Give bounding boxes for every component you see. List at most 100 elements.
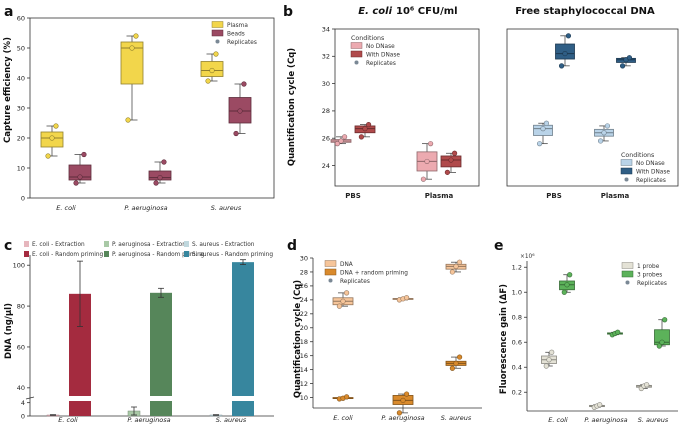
panel-e-legend-label: 1 probe [637, 264, 660, 270]
panel-d-dna-random-priming-replicate-point [400, 397, 406, 403]
panel-c-legend-label: S. aureus - Extraction [192, 242, 255, 248]
panel-d-ytick-label: 14 [300, 366, 308, 374]
panel-e-3-probes-replicate-point [615, 329, 621, 335]
panel-a-plasma-replicate-point [49, 135, 55, 141]
panel-a-plasma-box [120, 41, 144, 85]
panel-e-ytick-label: 0.4 [512, 364, 522, 372]
panel-d-ytick-label: 10 [300, 394, 308, 402]
panel-d-ytick-label: 26 [300, 282, 308, 290]
panel-a-legend-label: Beads [227, 31, 245, 37]
panel-c-bar-random-priming-upper [150, 292, 172, 396]
panel-b1-ytick-label: 32 [322, 53, 330, 61]
panel-a-ytick-label: 40 [17, 74, 25, 82]
panel-c-ytick-label: 4 [21, 399, 25, 407]
panel-c-xtick-label: S. aureus [216, 416, 247, 424]
panel-b2-with-dnase-replicate-point [626, 55, 633, 61]
panel-b2-with-dnase-replicate-point [562, 50, 568, 57]
panel-b1-no-dnase-replicate-point [334, 141, 341, 147]
panel-e-ytick-label: 0.2 [512, 389, 522, 397]
panel-a-legend-label: Replicates [227, 40, 257, 46]
panel-b1-legend-swatch [350, 50, 363, 58]
panel-a-beads-replicate-point [233, 130, 239, 137]
panel-b2-plot-frame [506, 28, 679, 187]
panel-e-legend-marker [625, 280, 630, 285]
panel-d-ytick-label: 16 [300, 352, 308, 360]
panel-e-xtick-label: S. aureus [638, 416, 669, 424]
panel-a-beads-box [68, 164, 92, 181]
panel-d-xtick-label: E. coli [333, 414, 353, 422]
panel-e-xtick-label: E. coli [548, 416, 568, 424]
panel-c-legend-swatch [104, 241, 109, 247]
panel-e-legend-label: Replicates [637, 281, 667, 287]
panel-e-1-probe-replicate-point [597, 402, 603, 408]
panel-c-xtick-label: P. aeruginosa [127, 416, 170, 424]
panel-b2-legend-label: Replicates [636, 178, 666, 184]
panel-b1-legend-marker [354, 60, 359, 65]
panel-b1-with-dnase-replicate-point [452, 150, 458, 156]
panel-a-plasma-replicate-point [129, 45, 135, 51]
panel-e-xtick-label: P. aeruginosa [584, 416, 627, 424]
panel-e-ylabel: Fluorescence gain (ΔF) [499, 284, 509, 394]
panel-d-dna-random-priming-replicate-point [344, 394, 350, 400]
panel-d-ylabel: Quantification cycle (Cq) [293, 280, 303, 398]
panel-d-xtick-label: S. aureus [441, 414, 472, 422]
panel-d-ytick-label: 30 [300, 254, 308, 262]
panel-c-bar-break-gap [68, 397, 92, 401]
panel-b1-ytick-label: 26 [322, 135, 330, 143]
panel-b2-no-dnase-replicate-point [536, 141, 543, 147]
panel-d-ytick-label: 24 [300, 296, 308, 304]
panel-c-legend-swatch [24, 241, 29, 247]
panel-c-bar-random-priming-lower [150, 401, 172, 416]
panel-c-bar-random-priming-upper [232, 262, 254, 396]
panel-b2-no-dnase-replicate-point [601, 130, 607, 136]
panel-a-ytick-label: 60 [17, 14, 25, 22]
panel-e-1-probe-replicate-point [549, 349, 555, 355]
panel-b2-no-dnase-replicate-point [543, 120, 550, 126]
panel-a-xtick-label: S. aureus [211, 204, 242, 212]
panel-b1-legend-swatch [350, 42, 363, 49]
panel-a-legend-swatch [211, 29, 224, 37]
panel-c-bar-random-priming-lower [232, 401, 254, 416]
panel-c-bar-random-priming-upper [69, 293, 91, 396]
panel-e-ytick-label: 0.8 [512, 314, 522, 322]
panel-b1-legend-title: Conditions [351, 35, 384, 42]
panel-d-dna-replicate-point [336, 303, 343, 309]
panel-b-ylabel: Quantification cycle (Cq) [287, 48, 297, 166]
panel-a-beads-replicate-point [77, 174, 83, 180]
panel-d-ytick-label: 22 [300, 310, 308, 318]
panel-b2-legend-swatch [620, 159, 633, 166]
panel-d-legend-label: Replicates [340, 279, 370, 285]
panel-b1-with-dnase-replicate-point [444, 169, 451, 175]
panel-b2-legend-label: With DNase [636, 169, 670, 175]
panel-e-ytick-label: 1.2 [512, 264, 522, 272]
panel-c-bar-break-gap [231, 397, 255, 401]
panel-d-legend-swatch [324, 260, 337, 267]
panel-e-legend-swatch [621, 262, 634, 269]
panel-d-dna-random-priming-replicate-point [453, 360, 459, 366]
panel-d-dna-replicate-point [404, 295, 410, 301]
panel-b1-title: E. coli [358, 6, 392, 17]
panel-a-legend-swatch [211, 21, 224, 28]
panel-d-ytick-label: 18 [300, 338, 308, 346]
panel-a-ytick-label: 0 [21, 194, 25, 202]
panel-a-legend-marker [215, 39, 220, 44]
panel-e-ytick-label: 0.6 [512, 339, 522, 347]
panel-a-plasma-replicate-point [125, 117, 131, 123]
panel-b1-title-suffix: 10⁶ CFU/ml [396, 6, 458, 17]
panel-c-legend-swatch [104, 251, 109, 257]
panel-b2-legend-label: No DNase [636, 161, 665, 167]
panel-d-dna-replicate-point [340, 298, 346, 304]
panel-d-dna-replicate-point [453, 263, 459, 269]
panel-c-ylabel: DNA (ng/µl) [4, 303, 14, 359]
panel-e-3-probes-replicate-point [662, 317, 668, 323]
panel-a-beads-replicate-point [161, 159, 167, 165]
panel-c-ytick-label: 40 [17, 384, 25, 392]
panel-b2-no-dnase-replicate-point [604, 123, 611, 129]
panel-b2-legend-swatch [620, 167, 633, 175]
panel-d-dna-random-priming-replicate-point [449, 365, 456, 371]
panel-e-3-probes-replicate-point [567, 272, 573, 278]
panel-b1-ytick-label: 28 [322, 107, 330, 115]
panel-a-plasma-replicate-point [53, 123, 59, 129]
panel-c-legend-label: E. coli - Random priming [32, 252, 104, 258]
panel-c-xtick-label: E. coli [58, 416, 78, 424]
